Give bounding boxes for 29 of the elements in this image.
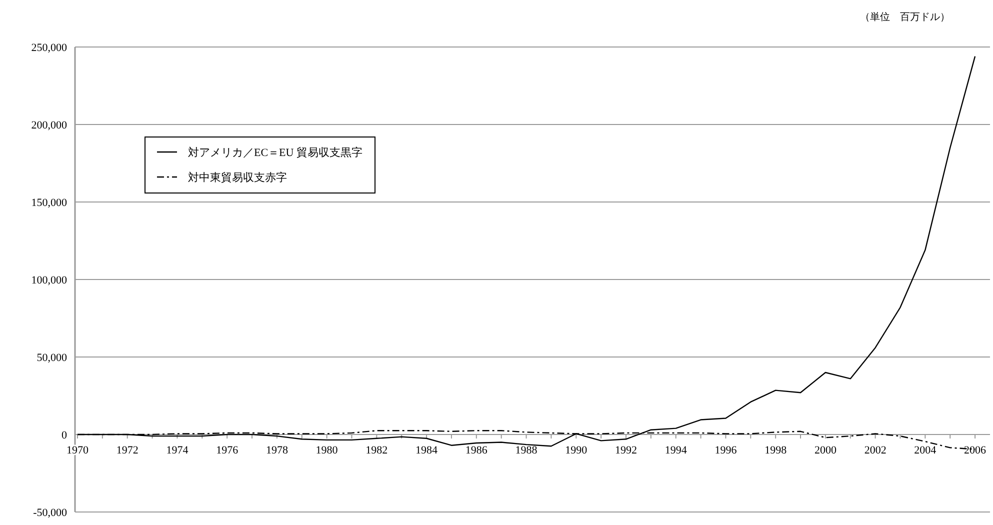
text: （単位 百万ドル） — [860, 11, 950, 23]
x-tick-label: 1980 — [316, 444, 338, 456]
x-tick-label: 1972 — [116, 444, 138, 456]
x-tick-label: 1994 — [664, 444, 688, 456]
x-tick-label: 1974 — [166, 444, 189, 456]
x-tick-label: 1970 — [66, 444, 89, 456]
y-tick-label: 250,000 — [31, 42, 68, 54]
y-tick-label: 200,000 — [31, 120, 68, 132]
x-tick-label: 1998 — [764, 444, 788, 456]
y-tick-label: 100,000 — [31, 274, 68, 286]
legend-label: 対アメリカ／EC＝EU 貿易収支黒字 — [188, 146, 362, 159]
x-tick-label: 1996 — [714, 444, 738, 456]
x-tick-label: 2006 — [964, 444, 987, 456]
x-tick-label: 2004 — [914, 444, 937, 456]
x-tick-label: 1976 — [216, 444, 239, 456]
x-tick-label: 1982 — [366, 444, 388, 456]
x-tick-label: 1988 — [515, 444, 538, 456]
x-tick-label: 1986 — [465, 444, 488, 456]
x-tick-label: 1992 — [614, 444, 637, 456]
x-tick-label: 1984 — [416, 444, 438, 456]
x-tick-label: 2002 — [864, 444, 886, 456]
x-tick-label: 1990 — [565, 444, 588, 456]
y-tick-label: 0 — [62, 430, 68, 442]
y-tick-label: 50,000 — [36, 352, 68, 364]
y-tick-label: -50,000 — [33, 507, 68, 519]
x-tick-label: 1978 — [266, 444, 288, 456]
legend-label: 対中東貿易収支赤字 — [188, 171, 287, 184]
y-tick-label: 150,000 — [31, 197, 68, 209]
x-tick-label: 2000 — [814, 444, 837, 456]
